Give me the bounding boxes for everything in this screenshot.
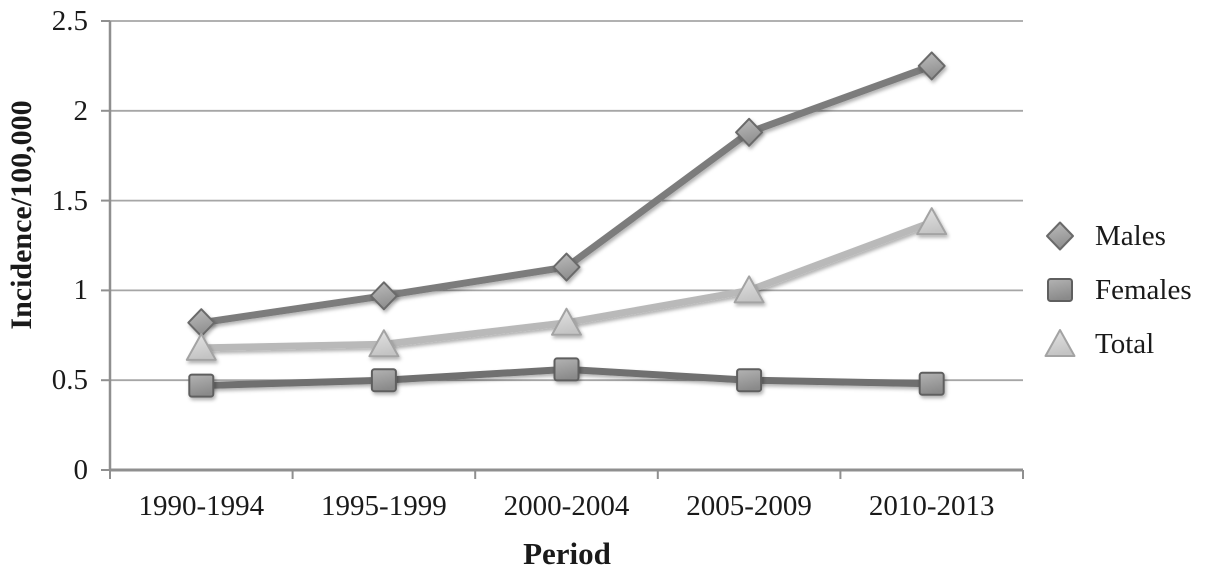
triangle-marker <box>916 207 948 236</box>
x-tick-label: 2000-2004 <box>503 490 630 522</box>
square-marker <box>370 368 397 393</box>
legend: Males Females Total <box>1026 219 1192 381</box>
series-total <box>185 207 948 361</box>
y-tick-label: 1.5 <box>51 184 88 217</box>
triangle-marker <box>368 329 400 358</box>
diamond-marker <box>917 51 946 81</box>
y-tick-label: 2.5 <box>51 5 88 37</box>
square-marker <box>1047 278 1073 302</box>
y-tick-label: 1 <box>73 274 89 307</box>
series-males <box>187 51 946 338</box>
x-tick-label: 2005-2009 <box>686 490 812 522</box>
y-tick-label: 0 <box>73 454 89 486</box>
diamond-marker <box>1046 221 1074 251</box>
diamond-marker <box>187 308 216 338</box>
triangle-marker <box>185 332 217 361</box>
diamond-marker-icon <box>1027 221 1093 251</box>
square-marker <box>553 357 580 382</box>
diamond-marker <box>552 252 581 282</box>
triangle-marker-icon <box>1027 329 1093 357</box>
series-line-males <box>197 62 936 327</box>
y-tick-label: 2 <box>73 94 89 127</box>
square-marker <box>188 373 215 398</box>
legend-label: Total <box>1095 328 1155 360</box>
triangle-marker <box>551 307 582 336</box>
diamond-marker <box>369 281 398 311</box>
y-tick-label: 0.5 <box>51 364 88 397</box>
triangle-marker <box>733 275 765 304</box>
x-tick-label: 2010-2013 <box>868 490 995 522</box>
diamond-marker <box>735 117 764 147</box>
square-marker <box>736 368 763 393</box>
triangle-marker <box>1044 329 1076 357</box>
legend-label: Females <box>1095 274 1192 306</box>
series-females <box>188 357 945 398</box>
x-tick-label: 1995-1999 <box>321 490 447 522</box>
x-tick-label: 1990-1994 <box>138 490 265 522</box>
legend-item-females: Females <box>1026 273 1192 307</box>
legend-item-males: Males <box>1026 219 1192 253</box>
legend-label: Males <box>1095 220 1166 252</box>
x-axis-title: Period <box>523 536 611 571</box>
legend-item-total: Total <box>1026 327 1192 361</box>
square-marker-icon <box>1027 278 1093 302</box>
square-marker <box>918 371 945 396</box>
